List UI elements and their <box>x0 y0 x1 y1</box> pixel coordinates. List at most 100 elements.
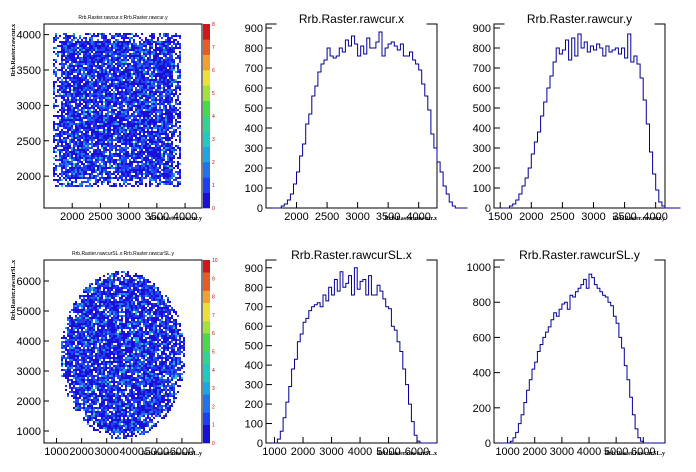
palette-cell <box>203 314 210 322</box>
palette-cell <box>203 131 210 140</box>
heatmap-cells <box>53 33 181 187</box>
heatmap-rawcur-panel: 0 1 2 3 4 5 6 7 8 2000 2500 3000 3500 4000 2000 2500 300… <box>11 12 215 223</box>
y-tick-label: 800 <box>245 282 263 294</box>
palette-cell <box>203 394 210 401</box>
y-tick-label: 900 <box>245 23 263 35</box>
x-tick-label: 3000 <box>319 446 343 458</box>
chart-title: Rrb.Raster.rawcurSL.x <box>291 248 412 262</box>
y-tick-label: 2500 <box>17 136 41 148</box>
y-tick-label: 4000 <box>17 30 41 42</box>
title-box <box>71 12 175 21</box>
y-tick-label: 3000 <box>17 100 41 112</box>
x-tick-label: 4000 <box>348 446 372 458</box>
y-tick-label: 300 <box>245 143 263 155</box>
palette-cell <box>203 85 210 94</box>
chart-title: Rrb.Raster.rawcurSL.y <box>519 248 640 262</box>
palette-label: 7 <box>212 313 215 319</box>
palette-cell <box>203 333 210 340</box>
y-tick-label: 400 <box>245 123 263 135</box>
palette-cell <box>203 272 210 279</box>
y-tick-label: 300 <box>245 380 263 392</box>
y-tick-label: 600 <box>245 321 263 333</box>
histogram-line <box>266 31 468 209</box>
palette-label: 10 <box>212 258 218 264</box>
palette-cell <box>203 39 210 48</box>
chart-title: Rrb.Raster.rawcur.x <box>299 12 404 26</box>
palette-cell <box>203 430 210 438</box>
y-tick-label: 200 <box>473 163 491 175</box>
y-tick-label: 500 <box>245 341 263 353</box>
title-box <box>276 246 427 266</box>
palette-label: 9 <box>212 276 215 282</box>
y-tick-label: 0 <box>257 438 263 450</box>
palette-label: 0 <box>212 441 215 447</box>
y-tick-label: 400 <box>473 368 491 380</box>
x-tick-label: 1000 <box>44 446 68 458</box>
palette-label: 3 <box>212 137 215 143</box>
histogram-rawcursl-x-panel: 1000 2000 3000 4000 5000 6000 0 100 200 300 400 500… <box>245 246 438 458</box>
palette-cell <box>203 418 210 425</box>
x-tick-label: 3000 <box>345 211 369 223</box>
y-tick-label: 400 <box>473 123 491 135</box>
y-tick-label: 600 <box>473 332 491 344</box>
chart-title: Rrb.Raster.rawcur.x:Rrb.Raster.rawcur.y <box>78 15 168 21</box>
y-tick-label: 0 <box>257 203 263 215</box>
x-tick-label: 4000 <box>643 211 667 223</box>
palette-cell <box>203 116 210 124</box>
palette-cell <box>203 363 210 371</box>
palette-cell <box>203 47 210 55</box>
palette-cell <box>203 400 210 407</box>
y-tick-label: 3500 <box>17 65 41 77</box>
y-tick-label: 400 <box>245 360 263 372</box>
palette-cell <box>203 436 210 444</box>
plot-frame <box>493 259 666 444</box>
y-tick-label: 800 <box>473 297 491 309</box>
chart-title: Rrb.Raster.rawcur.y <box>527 12 632 26</box>
x-tick-label: 3000 <box>94 446 118 458</box>
x-axis-label: Rrb.Raster.rawcur.x <box>385 216 437 222</box>
palette-label: 3 <box>212 386 215 392</box>
x-tick-label: 2000 <box>519 211 543 223</box>
plot-frame <box>493 23 666 209</box>
x-tick-label: 1000 <box>262 446 286 458</box>
y-tick-label: 200 <box>245 399 263 411</box>
histogram-rawcursl-y-panel: 1000 2000 3000 4000 5000 60000200400600800100… <box>467 246 666 458</box>
x-tick-label: 6000 <box>405 446 429 458</box>
y-tick-label: 2000 <box>17 171 41 183</box>
x-tick-label: 4000 <box>577 446 601 458</box>
palette-cell <box>203 357 210 364</box>
y-tick-label: 200 <box>473 403 491 415</box>
x-tick-label: 4000 <box>173 211 197 223</box>
palette-cell <box>203 308 210 316</box>
x-tick-label: 6000 <box>170 446 194 458</box>
y-tick-label: 800 <box>245 43 263 55</box>
palette-cell <box>203 162 210 170</box>
palette-cell <box>203 266 210 273</box>
palette-cell <box>203 339 210 346</box>
x-tick-label: 3000 <box>116 211 140 223</box>
x-tick-label: 2500 <box>88 211 112 223</box>
palette-cell <box>203 284 210 291</box>
palette-cell <box>203 327 210 334</box>
palette-label: 5 <box>212 91 215 97</box>
y-tick-label: 4000 <box>17 336 41 348</box>
x-axis-label: Rrb.Raster.rawcur.y <box>150 216 202 222</box>
y-tick-label: 0 <box>485 438 491 450</box>
x-axis-label: Rrb.Raster.rawcurSL.y <box>605 451 665 457</box>
y-tick-label: 1000 <box>467 262 491 274</box>
palette-cell <box>203 123 210 132</box>
x-tick-label: 2500 <box>315 211 339 223</box>
x-tick-label: 2500 <box>550 211 574 223</box>
x-axis-label: Rrb.Raster.rawcur.y <box>613 216 665 222</box>
x-tick-label: 3000 <box>581 211 605 223</box>
palette-cell <box>203 70 210 78</box>
y-tick-label: 100 <box>473 183 491 195</box>
palette-cell <box>203 321 210 328</box>
histogram-line <box>494 33 681 209</box>
y-tick-label: 700 <box>245 63 263 75</box>
palette-cell <box>203 278 210 285</box>
title-box <box>276 10 427 30</box>
palette-cell <box>203 351 210 358</box>
x-tick-label: 2000 <box>284 211 308 223</box>
